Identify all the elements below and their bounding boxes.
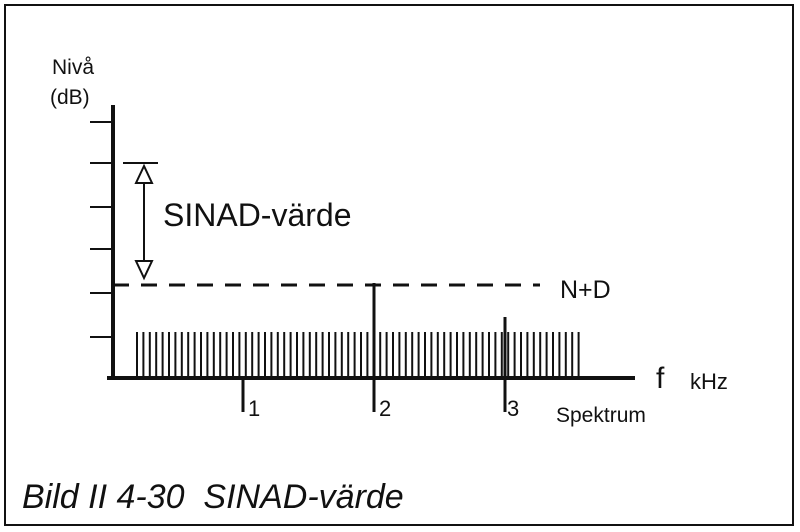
figure-caption: Bild II 4-30 SINAD-värde xyxy=(22,478,404,516)
y-axis-ticks xyxy=(90,121,113,338)
marker-label-3: 3 xyxy=(507,396,519,421)
noise-spectrum-comb xyxy=(136,332,580,378)
figure-frame xyxy=(4,4,794,526)
x-axis-symbol: f xyxy=(656,362,665,395)
spectrum-label: Spektrum xyxy=(556,404,646,427)
sinad-label: SINAD-värde xyxy=(163,197,352,233)
sinad-arrow xyxy=(123,162,158,281)
x-axis-unit: kHz xyxy=(690,369,728,394)
nd-label: N+D xyxy=(560,276,611,304)
marker-label-1: 1 xyxy=(248,396,260,421)
y-axis-label-line2: (dB) xyxy=(50,86,90,109)
y-axis-label-line1: Nivå xyxy=(52,56,94,79)
marker-label-2: 2 xyxy=(379,396,391,421)
